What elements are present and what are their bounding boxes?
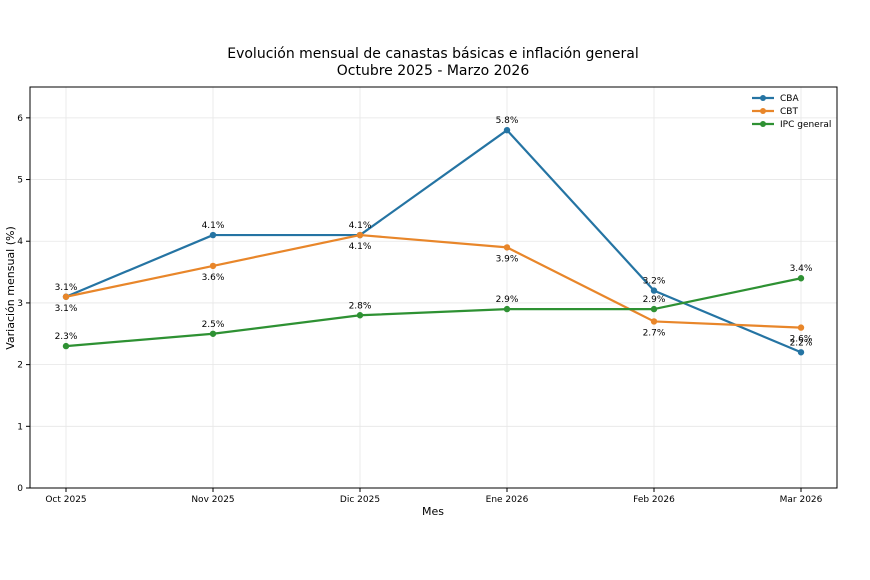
x-tick-label: Oct 2025 [45, 495, 86, 505]
data-label-ipc-general: 2.8% [349, 301, 372, 311]
legend-label-cbt: CBT [780, 107, 798, 117]
point-cbt [797, 324, 805, 331]
x-tick-label: Ene 2026 [486, 495, 529, 505]
data-label-cbt: 3.1% [55, 304, 78, 314]
data-label-ipc-general: 2.9% [643, 295, 666, 305]
point-cbt [62, 293, 70, 300]
y-tick-label: 1 [17, 422, 23, 432]
point-ipc-general [62, 342, 70, 350]
data-label-cba: 4.1% [349, 221, 372, 231]
y-tick-label: 0 [17, 484, 23, 494]
chart-title: Evolución mensual de canastas básicas e … [227, 46, 639, 62]
point-cba [503, 126, 511, 134]
data-label-cbt: 2.6% [790, 335, 813, 345]
y-tick-label: 4 [17, 237, 23, 247]
data-label-cba: 3.2% [643, 277, 666, 287]
data-label-cba: 2.2% [790, 338, 813, 348]
legend-marker-cba [760, 95, 766, 101]
data-label-ipc-general: 2.9% [496, 295, 519, 305]
point-cbt [356, 231, 364, 239]
series-line-ipc-general [65, 277, 802, 348]
data-label-cba: 3.1% [55, 283, 78, 293]
x-tick-label: Mar 2026 [780, 495, 823, 505]
data-label-ipc-general: 2.5% [202, 320, 225, 330]
series [62, 126, 805, 356]
series-line-cba [65, 129, 802, 354]
x-tick-label: Dic 2025 [340, 495, 380, 505]
point-cba [650, 287, 658, 294]
y-tick-label: 3 [17, 299, 23, 309]
series-line-cbt [65, 233, 802, 329]
legend-marker-ipc-general [760, 121, 766, 127]
axes: 0 1 2 3 4 5 6 Oct 2025 Nov 2025 Dic 2025 Ene 2026 F… [17, 86, 838, 505]
point-ipc-general [209, 330, 217, 337]
point-cba [797, 349, 805, 356]
x-tick-label: Nov 2025 [191, 495, 234, 505]
legend-label-ipc-general: IPC general [780, 120, 831, 130]
data-label-cbt: 3.6% [202, 273, 225, 283]
y-tick-label: 2 [17, 361, 23, 371]
data-label-cbt: 3.9% [496, 254, 519, 264]
data-label-cba: 4.1% [202, 221, 225, 231]
point-cba [209, 231, 217, 239]
data-labels: 3.1% 4.1% 4.1% 5.8% 3.2% 2.2% 3.1% 3.6% 4.1% 3.9%… [55, 116, 813, 348]
point-cbt [209, 262, 217, 270]
point-ipc-general [650, 305, 658, 313]
point-ipc-general [503, 305, 511, 313]
point-cbt [503, 244, 511, 251]
data-label-cbt: 2.7% [643, 328, 666, 338]
data-label-ipc-general: 2.3% [55, 332, 78, 342]
point-cbt [650, 318, 658, 325]
y-tick-label: 5 [17, 176, 23, 186]
x-tick-label: Feb 2026 [633, 495, 675, 505]
legend: CBA CBT IPC general [752, 94, 831, 130]
y-tick-label: 6 [17, 114, 23, 124]
x-axis-label: Mes [422, 505, 444, 518]
plot-frame [29, 86, 838, 489]
grid [30, 87, 837, 489]
legend-label-cba: CBA [780, 94, 799, 104]
point-ipc-general [356, 312, 364, 319]
chart-subtitle: Octubre 2025 - Marzo 2026 [337, 63, 530, 79]
data-label-cba: 5.8% [496, 116, 519, 126]
data-label-cbt: 4.1% [349, 242, 372, 252]
point-ipc-general [797, 275, 805, 282]
data-label-ipc-general: 3.4% [790, 264, 813, 274]
y-axis-label: Variación mensual (%) [4, 226, 17, 350]
legend-marker-cbt [760, 108, 766, 114]
